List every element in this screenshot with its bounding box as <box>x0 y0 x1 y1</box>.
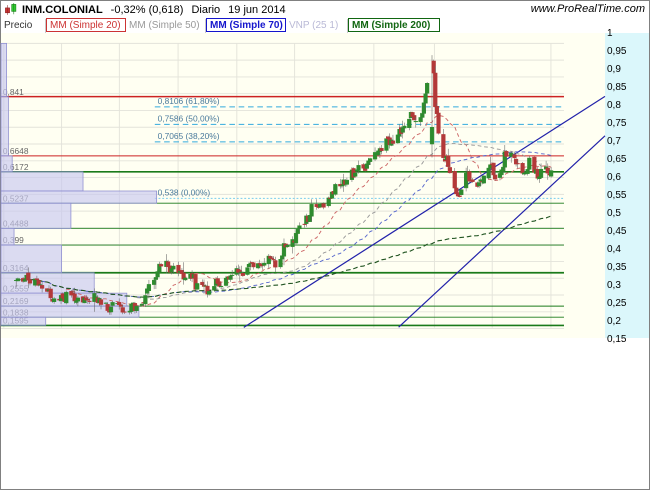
svg-text:0,7586 (50,00%): 0,7586 (50,00%) <box>158 114 220 124</box>
svg-text:0,8106 (61,80%): 0,8106 (61,80%) <box>158 96 220 106</box>
svg-text:0,7065 (38,20%): 0,7065 (38,20%) <box>158 131 220 141</box>
svg-text:0,538 (0,00%): 0,538 (0,00%) <box>158 188 211 198</box>
